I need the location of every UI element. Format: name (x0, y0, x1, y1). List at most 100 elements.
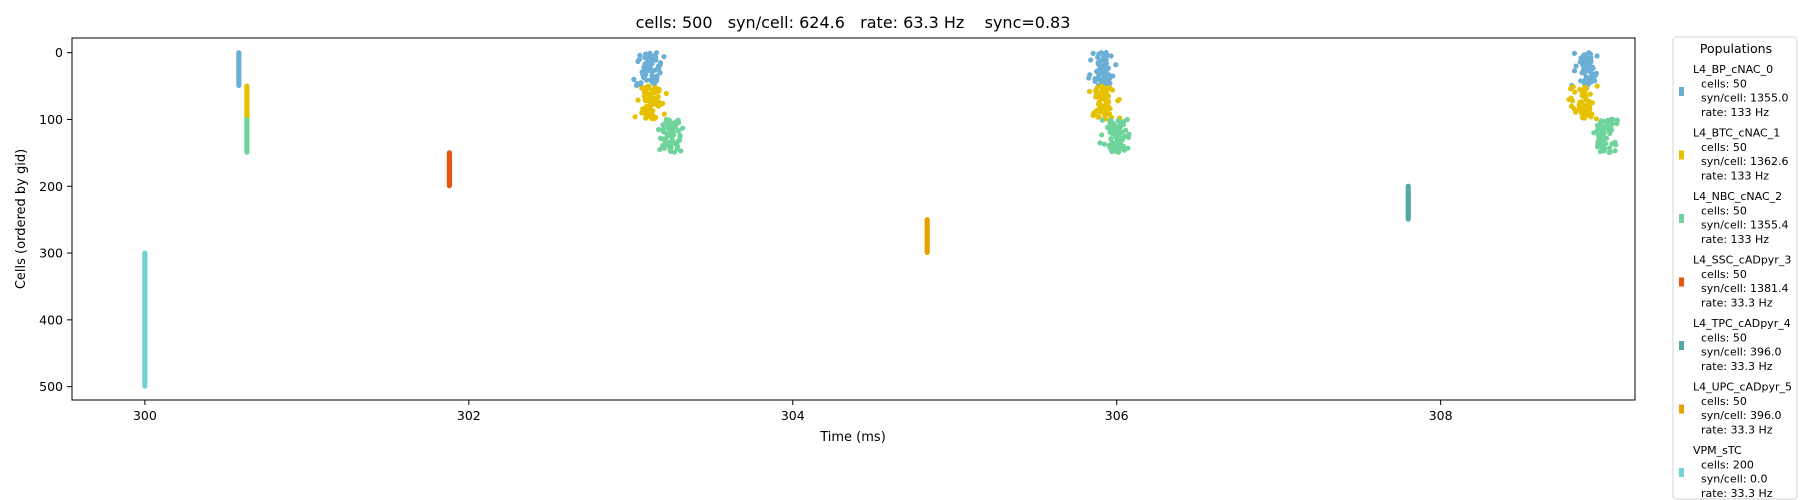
spike-volley (655, 116, 686, 155)
spike-volley (631, 50, 667, 89)
spike-point (648, 68, 655, 74)
spike-point (1095, 114, 1101, 120)
spike-point (1125, 134, 1132, 141)
x-tick-label: 306 (1105, 408, 1129, 423)
spike-volley (1591, 116, 1620, 155)
spike-point (1572, 109, 1579, 115)
spike-point (1116, 149, 1122, 155)
spike-point (678, 148, 684, 154)
legend-entry-name: VPM_sTC (1693, 444, 1742, 457)
legend-swatch (1679, 150, 1684, 160)
spike-point (1086, 88, 1093, 95)
legend-entry-stat: syn/cell: 396.0 (1701, 346, 1782, 359)
spike-point (1606, 149, 1612, 155)
legend-swatch (1679, 404, 1684, 414)
spike-point (1581, 115, 1588, 121)
spike-volley (1086, 50, 1119, 89)
y-tick-label: 0 (55, 45, 63, 60)
spike-point (1101, 141, 1108, 147)
spikes-layer (142, 50, 1620, 389)
spike-volley (1569, 50, 1600, 89)
x-tick-label: 302 (457, 408, 481, 423)
spike-point (1092, 78, 1098, 85)
spike-point (643, 115, 649, 121)
spike-point (1614, 120, 1620, 127)
y-tick-label: 100 (39, 112, 63, 127)
spike-point (1088, 57, 1094, 63)
spike-point (661, 54, 667, 60)
spike-point (1594, 144, 1601, 150)
spike-point (1097, 140, 1103, 146)
legend-entry-stat: rate: 33.3 Hz (1701, 423, 1773, 436)
spike-point (1108, 53, 1114, 59)
spike-point (667, 139, 673, 145)
spike-point (635, 97, 641, 103)
spike-point (1573, 63, 1579, 69)
spike-point (1099, 117, 1105, 123)
spike-point (1606, 145, 1613, 151)
x-axis: 300 302 304 306 308 (133, 400, 1453, 423)
spike-point (1587, 91, 1593, 97)
spike-point (1581, 70, 1587, 76)
spike-volley (1566, 83, 1600, 122)
spike-point (657, 70, 663, 76)
spike-point (1101, 112, 1108, 118)
spike-point (637, 52, 643, 58)
spike-point (1571, 50, 1578, 56)
spike-point (1612, 148, 1618, 154)
plot-frame (71, 37, 1636, 401)
chart-title: cells: 500 syn/cell: 624.6 rate: 63.3 Hz… (636, 13, 1071, 32)
legend-entry-stat: rate: 133 Hz (1701, 106, 1769, 119)
y-tick-label: 300 (39, 246, 63, 261)
legend-entry-stat: cells: 50 (1701, 395, 1747, 408)
legend-entry-stat: cells: 50 (1701, 268, 1747, 281)
spike-point (1113, 62, 1119, 68)
legend-swatch (1679, 214, 1684, 223)
legend-swatch (1679, 341, 1684, 350)
spike-point (1591, 130, 1597, 136)
series-L4_BP_cNAC_0 (236, 50, 1600, 89)
spike-point (631, 76, 637, 83)
spike-point (1571, 68, 1578, 74)
series-L4_BTC_cNAC_1 (244, 83, 1600, 122)
x-tick-label: 308 (1429, 408, 1453, 423)
spike-point (645, 98, 651, 104)
spike-point (1090, 50, 1096, 56)
legend-swatch (1679, 468, 1684, 477)
spike-volley (632, 83, 669, 122)
spike-point (639, 85, 645, 91)
spike-volley (1086, 83, 1123, 122)
legend-entry-stat: rate: 33.3 Hz (1701, 360, 1773, 373)
x-tick-label: 304 (781, 408, 805, 423)
spike-point (652, 90, 658, 96)
spike-point (1109, 149, 1115, 155)
y-tick-label: 500 (39, 379, 63, 394)
spike-point (1569, 98, 1576, 104)
legend-entry-stat: syn/cell: 396.0 (1701, 409, 1782, 422)
y-tick-label: 200 (39, 179, 63, 194)
spike-point (1097, 109, 1103, 115)
legend-entry-stat: cells: 50 (1701, 204, 1747, 217)
x-axis-label: Time (ms) (819, 430, 886, 445)
y-tick-label: 400 (39, 312, 63, 327)
spike-point (643, 77, 650, 83)
spike-volley (1097, 116, 1132, 155)
spike-point (1578, 55, 1584, 61)
legend-entry-stat: rate: 33.3 Hz (1701, 487, 1773, 500)
spike-point (1121, 147, 1127, 153)
spike-point (1594, 122, 1601, 129)
legend-entry-name: L4_TPC_cADpyr_4 (1693, 317, 1791, 330)
spike-point (655, 103, 661, 109)
legend-entry-name: L4_SSC_cADpyr_3 (1693, 254, 1791, 267)
legend-entry-stat: syn/cell: 1381.4 (1701, 282, 1789, 295)
legend-entry-name: L4_UPC_cADpyr_5 (1693, 381, 1792, 394)
